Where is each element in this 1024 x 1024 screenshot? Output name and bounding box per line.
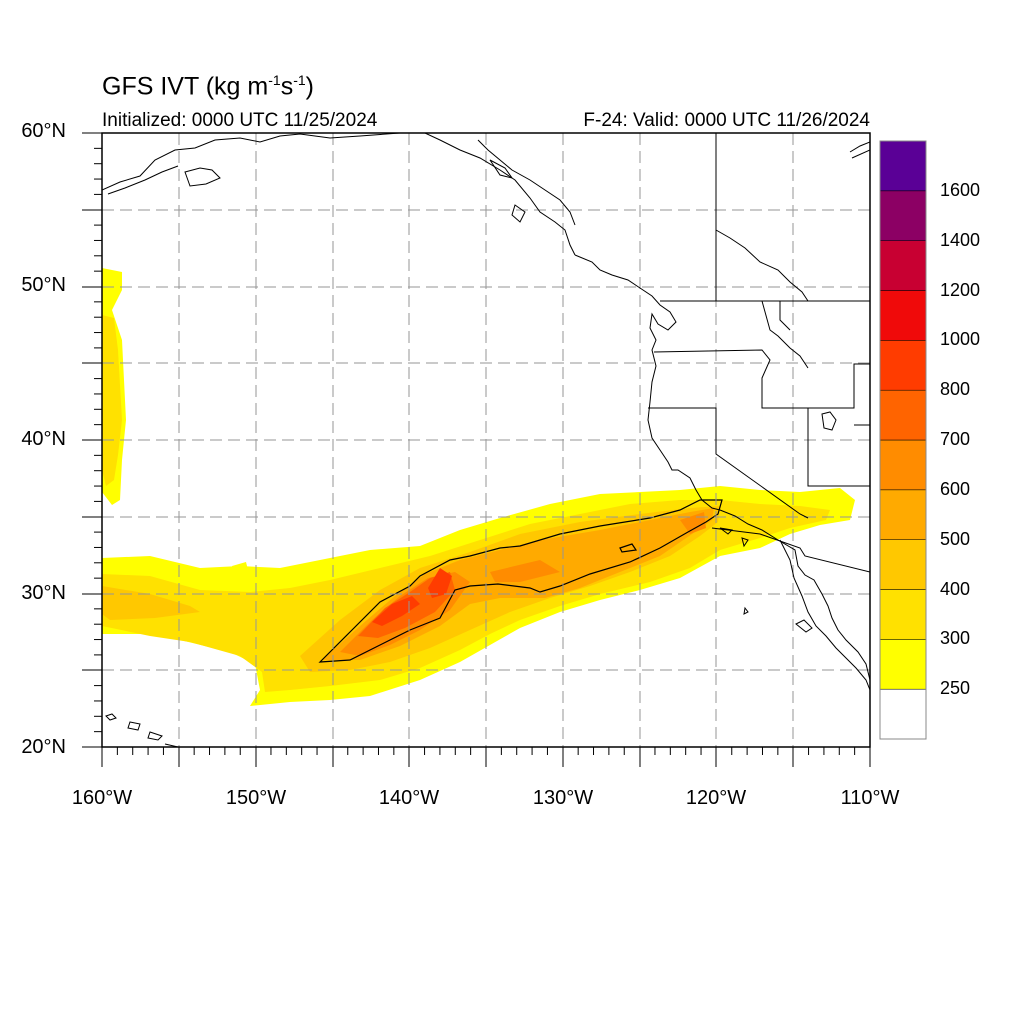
colorbar [879,140,927,740]
valid-time-label: F-24: Valid: 0000 UTC 11/26/2024 [583,110,870,131]
colorbar-label: 400 [940,578,971,599]
lon-label-140w: 140°W [378,787,440,809]
map-title: GFS IVT (kg m-1s-1) [102,72,314,101]
colorbar-swatch [879,639,927,690]
lat-label-60n: 60°N [21,120,66,142]
colorbar-swatch [879,290,927,341]
ivt-band-600 [340,512,706,656]
lon-label-110w: 110°W [840,787,900,809]
colorbar-label: 1400 [940,229,981,250]
colorbar-swatch [879,389,927,441]
colorbar-swatch [879,340,927,391]
colorbar-swatch [879,539,927,590]
axis-ticks [82,132,871,767]
colorbar-swatch [879,489,927,540]
lon-label-120w: 120°W [685,787,747,809]
ivt-shading [102,268,855,706]
colorbar-label: 500 [940,528,971,549]
colorbar-swatch [879,240,927,291]
lat-label-20n: 20°N [21,736,66,758]
lat-label-40n: 40°N [21,428,66,450]
ivt-contour-500 [318,499,723,663]
colorbar-swatch [879,140,927,192]
colorbar-swatch [879,589,927,640]
lon-label-130w: 130°W [532,787,594,809]
lat-label-50n: 50°N [21,274,66,296]
lon-label-150w: 150°W [225,787,287,809]
lat-lon-grid [102,133,870,747]
colorbar-label: 800 [940,379,971,400]
lon-label-160w: 160°W [71,787,133,809]
coastlines [102,133,870,747]
init-time-label: Initialized: 0000 UTC 11/25/2024 [102,110,378,131]
colorbar-frame [879,140,927,740]
lat-label-30n: 30°N [21,582,66,604]
colorbar-label: 700 [940,429,971,449]
colorbar-swatch [879,688,927,740]
colorbar-label: 1000 [940,329,981,350]
colorbar-label: 250 [940,678,971,699]
colorbar-label: 1200 [940,279,981,300]
colorbar-label: 1600 [940,179,981,200]
political-borders [477,133,870,573]
colorbar-label: 300 [940,628,971,649]
minor-ticks [94,147,856,755]
ivt-band-800 [372,568,452,626]
colorbar-swatch [879,439,927,491]
colorbar-swatch [879,190,927,241]
colorbar-label: 600 [940,478,971,499]
